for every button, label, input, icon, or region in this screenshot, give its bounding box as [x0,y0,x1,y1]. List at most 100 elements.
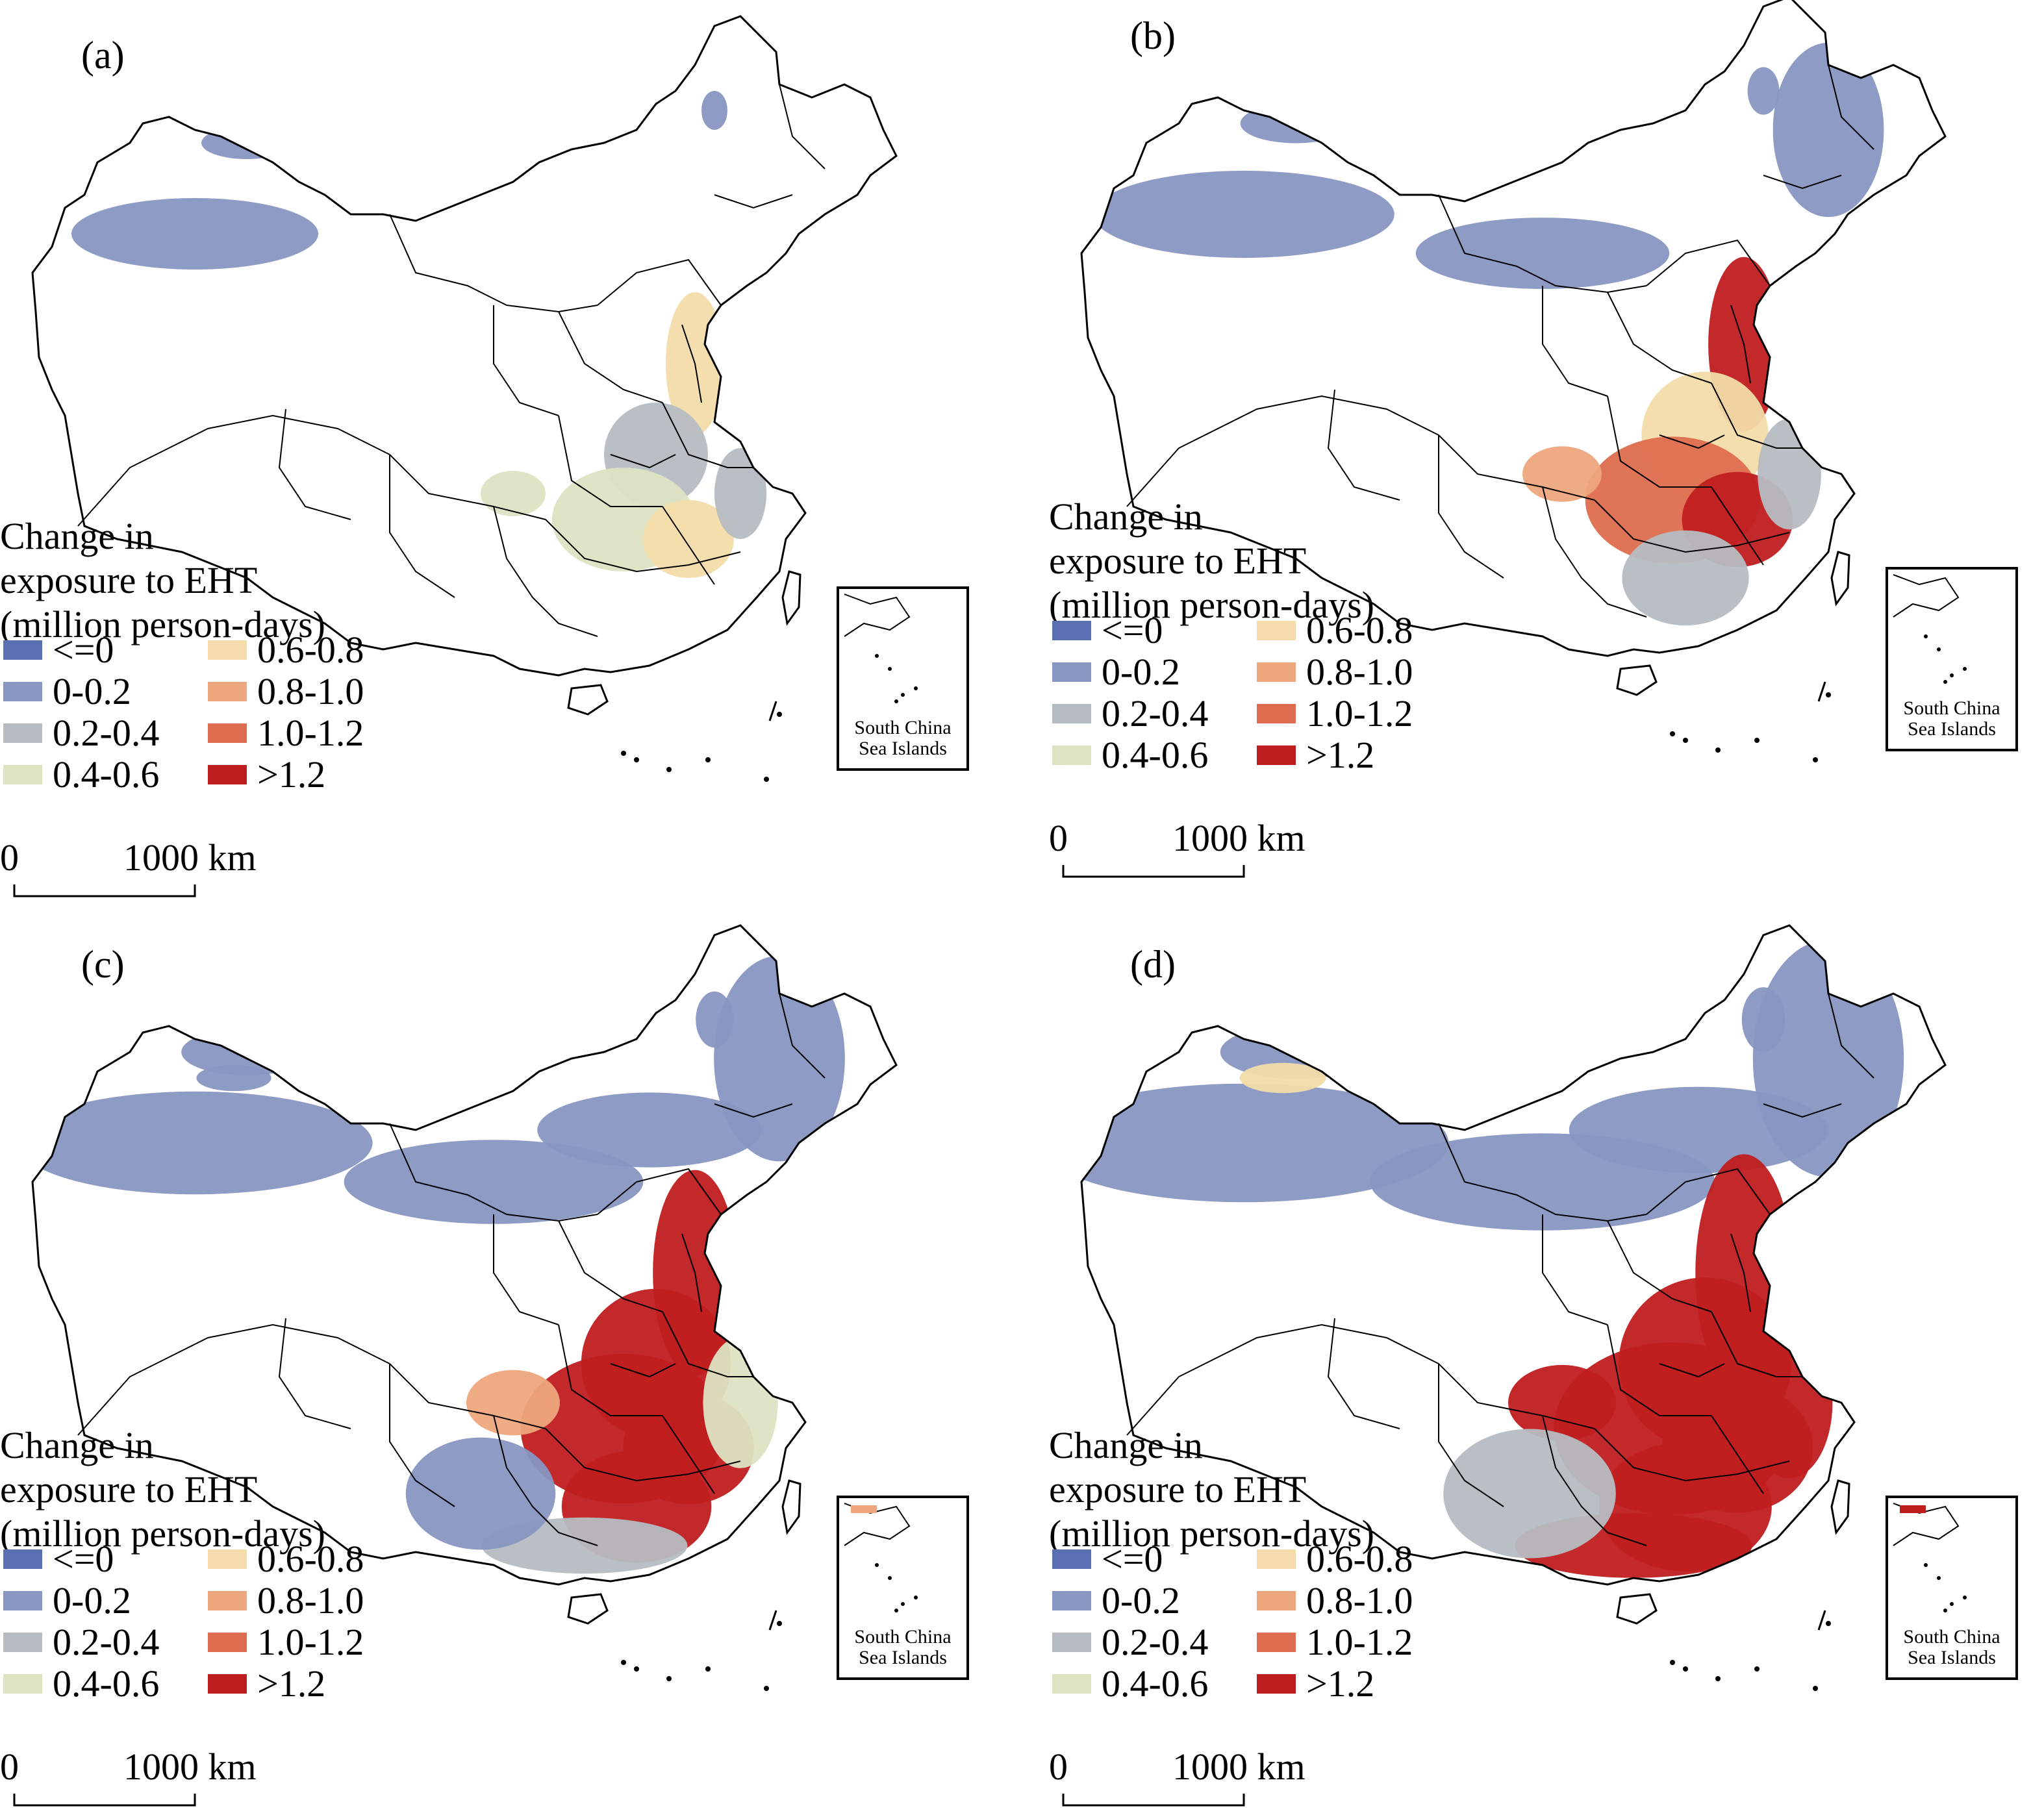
province-border [545,1428,741,1482]
scale-line [1062,865,1245,878]
province-border [1438,435,1504,579]
taiwan-outline [1830,551,1850,605]
legend-swatch [1052,662,1091,682]
exposure-area [714,448,766,539]
scale-start-label: 0 [0,836,19,879]
province-border [389,214,598,313]
province-border [1126,1323,1439,1436]
legend-title-line: exposure to EHT [1049,1468,1306,1510]
exposure-area [537,1092,762,1168]
panel-label: (c) [81,943,125,986]
province-border [1542,286,1608,397]
province-border [1659,1363,1725,1378]
scale-end-label: 1000 km [1172,817,1306,859]
province-border [662,402,753,468]
legend-swatch [1257,621,1296,640]
legend-label: 0.4-0.6 [1102,734,1208,776]
exposure-area [1758,418,1821,530]
legend-label: 0.4-0.6 [1102,1662,1208,1705]
legend-label: 0-0.2 [53,1579,131,1622]
province-border [558,311,663,403]
legend-label: 0.8-1.0 [1306,1579,1413,1622]
legend-label: 0-0.2 [1102,1579,1180,1622]
province-border [545,519,741,573]
province-border [681,1233,702,1312]
legend-title-line: Change in [1049,1424,1203,1466]
legend-label: <=0 [1102,1538,1163,1580]
scale-start-label: 0 [1049,1746,1068,1788]
legend-swatch [208,1674,247,1694]
province-border [558,1220,663,1312]
inset-label-line2: Sea Islands [859,738,947,759]
exposure-area [1239,1062,1326,1094]
legend-label: >1.2 [1306,734,1374,776]
exposure-area [32,1091,373,1195]
scale-line [13,1794,196,1807]
legend-label: 0.8-1.0 [257,1579,364,1622]
legend-swatch [208,1591,247,1610]
island-mark [1754,1666,1760,1672]
exposure-area [1415,218,1670,289]
province-border [389,455,455,598]
island-mark [1715,747,1721,753]
legend-label: <=0 [53,1538,114,1580]
province-border [714,1103,793,1118]
exposure-area [1522,446,1602,502]
legend-label: 0.2-0.4 [53,712,159,754]
panel-label: (a) [81,34,125,77]
legend-swatch [208,640,247,660]
province-border [1711,382,1802,449]
province-border [681,324,702,403]
legend-label: 1.0-1.2 [1306,1621,1413,1663]
exposure-area [1747,67,1780,115]
island-mark [768,1610,777,1631]
legend-swatch [208,1549,247,1569]
inset-label-line2: Sea Islands [1908,718,1996,740]
exposure-area [1622,530,1749,626]
province-border [389,454,546,520]
legend-title-line: (million person-days) [1049,1512,1374,1555]
province-border [1542,1415,1647,1546]
island-mark [705,757,711,762]
island-mark [1817,681,1826,702]
legend-label: 0.6-0.8 [257,629,364,671]
legend-label: >1.2 [1306,1662,1374,1705]
island-mark [1715,1676,1721,1681]
scale-bar: 0 1000 km [0,1746,257,1807]
province-border [1730,305,1751,384]
exposure-area [1240,103,1352,144]
legend-swatch [1052,1633,1091,1652]
legend-label: 0.2-0.4 [53,1621,159,1663]
province-border [493,305,559,416]
exposure-area [481,471,546,516]
legend-swatch [1052,704,1091,723]
province-border [597,1168,722,1215]
scale-start-label: 0 [1049,817,1068,859]
scale-end-label: 1000 km [123,836,257,879]
exposure-area [1773,42,1884,218]
legend-label: 0.6-0.8 [257,1538,364,1580]
inset-label-line2: Sea Islands [1908,1647,1996,1668]
legend-label: 0-0.2 [1102,651,1180,693]
legend-swatch [3,640,42,660]
island-mark [1813,757,1818,762]
island-mark [768,701,777,721]
legend-label: <=0 [1102,609,1163,651]
exposure-area [1443,1429,1616,1559]
island-mark [666,767,672,772]
province-border [779,993,826,1079]
taiwan-outline [781,570,801,625]
legend-swatch [3,1674,42,1694]
legend-label: <=0 [53,629,114,671]
island-mark [634,757,639,762]
province-border [1438,1123,1647,1222]
province-border [389,1363,546,1429]
scale-bar: 0 1000 km [1049,1746,1306,1807]
taiwan-outline [781,1479,801,1534]
